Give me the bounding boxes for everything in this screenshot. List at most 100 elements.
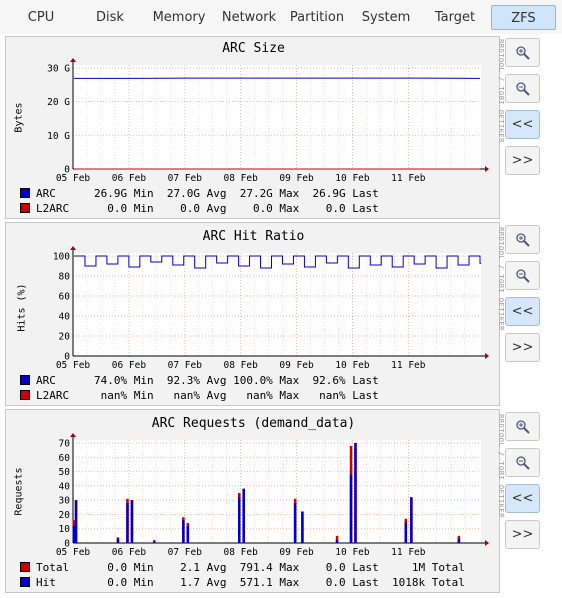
legend-swatch-hit: [20, 577, 30, 587]
tab-zfs[interactable]: ZFS: [491, 5, 556, 30]
x-tick-label: 09 Feb: [279, 173, 314, 184]
bar-hit: [186, 525, 190, 543]
tab-system[interactable]: System: [361, 10, 411, 25]
back-button-2[interactable]: <<: [505, 297, 540, 326]
tab-memory[interactable]: Memory: [152, 10, 206, 25]
legend-swatch-arc: [20, 375, 30, 385]
legend-name: ARC: [36, 374, 56, 387]
legend-name: ARC: [36, 187, 56, 200]
bar-hit: [130, 500, 134, 543]
zoom-out-icon: [515, 81, 530, 96]
x-tick-label: 09 Feb: [279, 547, 314, 558]
tab-partition[interactable]: Partition: [289, 10, 345, 25]
x-tick-label: 10 Feb: [335, 360, 370, 371]
y-axis-arrow: [70, 58, 76, 62]
x-tick-label: 11 Feb: [391, 360, 426, 371]
legend-row-l2arc: L2ARC nan% Min nan% Avg nan% Max nan% La…: [20, 389, 379, 403]
forward-button-2[interactable]: >>: [505, 333, 540, 362]
bar-total: [335, 535, 339, 543]
bar-hit: [182, 520, 185, 543]
x-tick-label: 06 Feb: [112, 547, 147, 558]
bar-hit: [242, 488, 245, 543]
legend-stats: 0.0 Min 2.1 Avg 791.4 Max 0.0 Last 1M To…: [94, 561, 465, 574]
x-tick-label: 05 Feb: [56, 547, 91, 558]
y-tick-label: 40: [59, 312, 71, 323]
zoom-out-icon: [515, 455, 530, 470]
y-tick-label: 100: [53, 252, 70, 263]
x-tick-label: 07 Feb: [168, 173, 203, 184]
bar-hit: [126, 503, 129, 543]
x-tick-label: 07 Feb: [168, 547, 203, 558]
graph-title: ARC Hit Ratio: [202, 229, 305, 244]
legend-row-total: Total 0.0 Min 2.1 Avg 791.4 Max 0.0 Last…: [20, 561, 465, 575]
y-tick-label: 30: [59, 496, 71, 507]
bar-hit: [293, 503, 297, 543]
bar-hit: [301, 511, 304, 543]
legend-name: L2ARC: [36, 389, 70, 402]
y-tick-label: 60: [59, 453, 71, 464]
back-button-3[interactable]: <<: [505, 484, 540, 513]
y-tick-label: 30 G: [47, 64, 70, 75]
legend-swatch-l2arc: [20, 390, 30, 400]
x-axis-arrow: [485, 166, 489, 172]
back-button-1[interactable]: <<: [505, 110, 540, 139]
y-tick-label: 20: [59, 332, 71, 343]
tab-network[interactable]: Network: [221, 10, 277, 25]
y-tick-label: 20: [59, 510, 71, 521]
x-tick-label: 11 Feb: [391, 547, 426, 558]
bar-hit: [354, 443, 357, 543]
x-tick-label: 05 Feb: [56, 173, 91, 184]
legend-row-l2arc: L2ARC 0.0 Min 0.0 Avg 0.0 Max 0.0 Last: [20, 202, 379, 216]
x-tick-label: 08 Feb: [224, 547, 259, 558]
y-axis-arrow: [70, 433, 76, 437]
legend-name: Hit: [36, 576, 56, 589]
x-tick-label: 05 Feb: [56, 360, 91, 371]
y-tick-label: 20 G: [47, 97, 70, 108]
tab-target[interactable]: Target: [434, 10, 476, 25]
tab-cpu[interactable]: CPU: [27, 10, 55, 25]
legend-swatch-l2arc: [20, 203, 30, 213]
bar-hit: [349, 474, 353, 543]
zoom-in-button-2[interactable]: [505, 225, 540, 254]
bar-hit: [116, 538, 120, 543]
zoom-out-button-3[interactable]: [505, 448, 540, 477]
zoom-in-icon: [515, 232, 530, 247]
x-tick-label: 06 Feb: [112, 173, 147, 184]
legend-name: Total: [36, 561, 70, 574]
x-axis-arrow: [485, 353, 489, 359]
legend-swatch-total: [20, 562, 30, 572]
bar-hit: [404, 523, 408, 543]
bar-hit: [410, 497, 413, 543]
x-tick-label: 10 Feb: [335, 547, 370, 558]
forward-button-1[interactable]: >>: [505, 146, 540, 175]
y-tick-label: 10: [59, 524, 71, 535]
forward-button-3[interactable]: >>: [505, 520, 540, 549]
x-tick-label: 10 Feb: [335, 173, 370, 184]
tab-disk[interactable]: Disk: [96, 10, 124, 25]
zoom-in-button-1[interactable]: [505, 38, 540, 67]
y-tick-label: 0: [64, 352, 70, 363]
y-tick-label: 70: [59, 439, 71, 450]
graph-panel-arc-hit-ratio: ARC Hit Ratio Hits (%) RRDTOOL / TOBI OE…: [5, 222, 505, 406]
legend-stats: 0.0 Min 1.7 Avg 571.1 Max 0.0 Last 1018k…: [94, 576, 465, 589]
legend-stats: nan% Min nan% Avg nan% Max nan% Last: [94, 389, 379, 402]
zoom-in-button-3[interactable]: [505, 412, 540, 441]
x-axis-arrow: [485, 540, 489, 546]
y-tick-label: 0: [64, 539, 70, 550]
zoom-out-button-1[interactable]: [505, 74, 540, 103]
legend-row-arc: ARC 74.0% Min 92.3% Avg 100.0% Max 92.6% …: [20, 374, 379, 388]
zoom-out-button-2[interactable]: [505, 261, 540, 290]
bar-hit: [72, 525, 76, 543]
y-tick-label: 60: [59, 292, 71, 303]
legend-swatch-arc: [20, 188, 30, 198]
zoom-in-icon: [515, 419, 530, 434]
y-axis-arrow: [70, 246, 76, 250]
plot-area: [73, 440, 481, 543]
graph-title: ARC Size: [222, 41, 285, 56]
legend-name: L2ARC: [36, 202, 70, 215]
chart-arc-size: 0 10 G 20 G 30 G 05 Feb 06 Feb 07 Feb 08 Feb 09 …: [47, 58, 489, 184]
x-tick-label: 09 Feb: [279, 360, 314, 371]
legend-row-arc: ARC 26.9G Min 27.0G Avg 27.2G Max 26.9G L…: [20, 187, 379, 201]
chart-arc-requests: 0 10 20 30 40 50 60 70 05 Feb 06 Feb 07 Feb 08 Feb 0…: [56, 433, 489, 558]
